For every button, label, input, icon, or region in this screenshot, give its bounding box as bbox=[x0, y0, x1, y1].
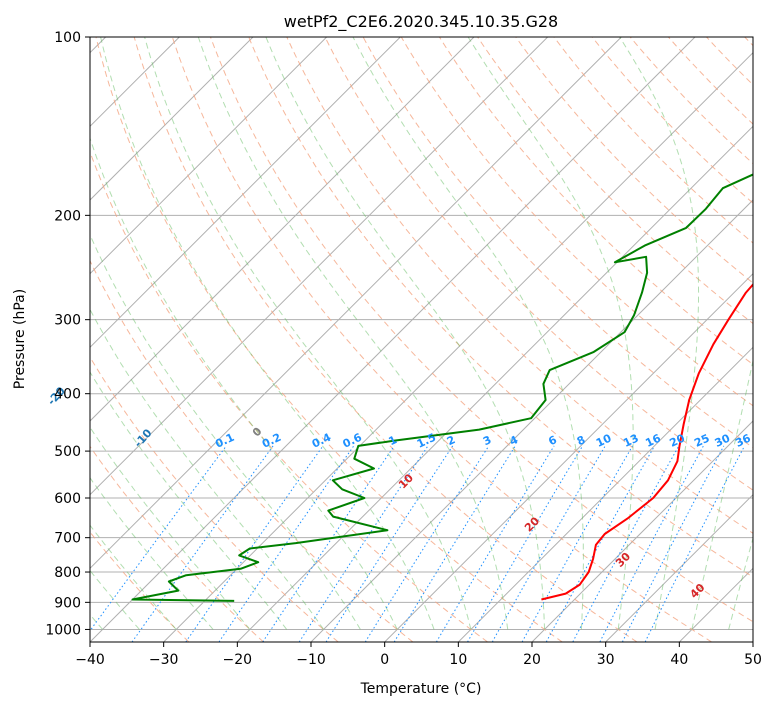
x-axis-label: Temperature (°C) bbox=[360, 681, 482, 697]
moist-adiabat bbox=[90, 371, 288, 630]
y-tick-label: 900 bbox=[54, 595, 81, 611]
mixing-ratio-label: 36 bbox=[733, 431, 753, 449]
mixing-ratio-line bbox=[644, 445, 746, 642]
moist-adiabat bbox=[352, 37, 584, 630]
isotherm-gridline bbox=[90, 37, 475, 422]
mixing-ratio-line bbox=[621, 445, 725, 642]
y-tick-label: 600 bbox=[54, 491, 81, 507]
dry-adiabat bbox=[400, 37, 753, 407]
y-tick-label: 300 bbox=[54, 313, 81, 329]
isotherm-gridline bbox=[236, 125, 753, 642]
mixing-ratio-line bbox=[218, 445, 355, 642]
mixing-ratio-line bbox=[325, 445, 454, 642]
isotherm-gridline bbox=[90, 37, 622, 570]
line-labels: -100-90-80-70-60-50-40-30-20-10010203040… bbox=[45, 384, 753, 601]
dry-adiabat bbox=[248, 37, 753, 578]
axes-layer: −40 −30 −20 −10 0 10 20 30 40 50 100 200 300 400 500 60… bbox=[45, 30, 762, 668]
moist-adiabat bbox=[90, 233, 361, 630]
mixing-ratio-line bbox=[435, 445, 555, 642]
dry-adiabat bbox=[171, 37, 712, 642]
y-tick-label: 700 bbox=[54, 531, 81, 547]
x-tick-label: 20 bbox=[523, 652, 541, 668]
y-tick-label: 100 bbox=[54, 30, 81, 46]
dry-adiabat bbox=[133, 37, 638, 642]
chart-title: wetPf2_C2E6.2020.345.10.35.G28 bbox=[284, 12, 558, 32]
mixing-ratio-line bbox=[393, 445, 516, 642]
moist-adiabat bbox=[90, 308, 325, 630]
moist-adiabat bbox=[619, 37, 700, 630]
x-tick-label: 30 bbox=[597, 652, 615, 668]
isotherm-gridline bbox=[90, 37, 401, 349]
y-tick-label: 400 bbox=[54, 387, 81, 403]
mixing-ratio-line bbox=[185, 445, 324, 642]
x-tick-label: −30 bbox=[149, 652, 179, 668]
isotherm-gridline bbox=[531, 420, 753, 642]
mixing-ratio-label: 20 bbox=[668, 431, 688, 449]
x-tick-label: 50 bbox=[744, 652, 762, 668]
moist-adiabat bbox=[144, 37, 472, 630]
x-tick-label: 0 bbox=[380, 652, 389, 668]
moist-adiabat bbox=[691, 358, 753, 630]
y-tick-label: 500 bbox=[54, 444, 81, 460]
moist-adiabat bbox=[100, 37, 435, 630]
isotherm-gridline bbox=[163, 51, 753, 642]
dry-adiabat bbox=[477, 37, 753, 325]
mixing-ratio-line bbox=[131, 445, 274, 642]
x-tick-label: −10 bbox=[296, 652, 326, 668]
dry-adiabat bbox=[210, 37, 753, 623]
dewpoint-line bbox=[131, 173, 753, 602]
y-tick-label: 1000 bbox=[45, 622, 81, 638]
x-tick-label: 10 bbox=[449, 652, 467, 668]
moist-adiabat bbox=[197, 37, 509, 630]
moist-adiabat bbox=[728, 536, 753, 630]
isotherm-gridline bbox=[90, 37, 328, 275]
y-tick-label: 200 bbox=[54, 208, 81, 224]
isotherm-gridline bbox=[605, 493, 753, 642]
mixing-ratio-label: 13 bbox=[621, 432, 640, 450]
moist-adiabat bbox=[467, 37, 634, 630]
moist-adiabat bbox=[90, 426, 251, 630]
isotherm-gridline bbox=[90, 37, 696, 642]
x-tick-label: −20 bbox=[223, 652, 253, 668]
isotherm-gridline bbox=[90, 37, 254, 201]
series-layer bbox=[131, 173, 753, 602]
mixing-ratio-label: 10 bbox=[594, 431, 614, 449]
mixing-ratio-label: 25 bbox=[692, 432, 711, 450]
temperature-line bbox=[541, 283, 753, 601]
moist-adiabat bbox=[90, 136, 398, 630]
mixing-ratio-line bbox=[262, 445, 395, 642]
mixing-ratio-label: 30 bbox=[713, 431, 733, 449]
moist-adiabat bbox=[90, 569, 140, 630]
dry-adiabat bbox=[90, 445, 264, 642]
moist-adiabat bbox=[265, 37, 546, 630]
dry-adiabat bbox=[515, 37, 753, 284]
moist-adiabat bbox=[90, 476, 214, 630]
dry-adiabat bbox=[591, 37, 753, 204]
isotherm-gridline bbox=[384, 272, 753, 642]
background-lines bbox=[90, 37, 753, 642]
dry-adiabat bbox=[324, 37, 753, 491]
mixing-ratio-line bbox=[545, 445, 656, 642]
isotherm-gridline bbox=[457, 346, 753, 642]
mixing-ratio-line bbox=[298, 445, 429, 642]
plot-frame bbox=[89, 36, 754, 643]
mixing-ratio-label: 16 bbox=[643, 431, 663, 449]
y-axis-label: Pressure (hPa) bbox=[12, 289, 28, 389]
dry-adiabat bbox=[629, 37, 753, 165]
mixing-ratio-line bbox=[521, 445, 633, 642]
moist-adiabat bbox=[90, 524, 177, 630]
x-tick-label: −40 bbox=[75, 652, 105, 668]
dry-adiabat bbox=[90, 259, 414, 642]
mixing-ratio-line bbox=[364, 445, 490, 642]
y-tick-label: 800 bbox=[54, 565, 81, 581]
mixing-ratio-line bbox=[467, 445, 584, 642]
x-tick-label: 40 bbox=[670, 652, 688, 668]
isotherm-gridline bbox=[90, 37, 549, 496]
